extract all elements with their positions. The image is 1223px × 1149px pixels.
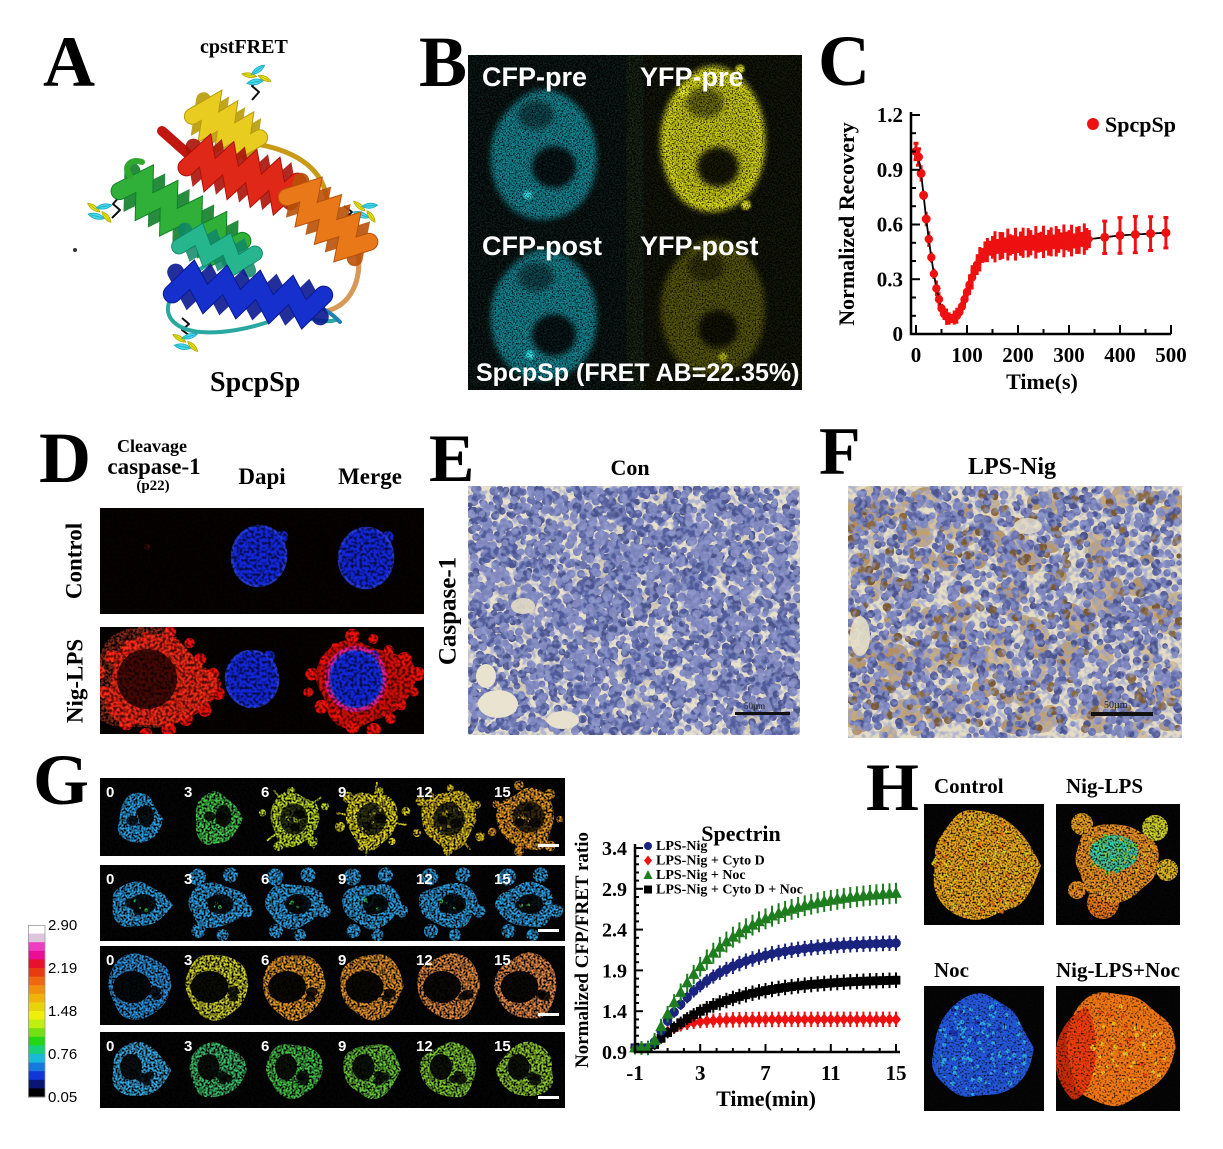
svg-text:YFP-post: YFP-post bbox=[640, 231, 759, 261]
svg-text:YFP-pre: YFP-pre bbox=[640, 62, 744, 92]
svg-text:CFP-post: CFP-post bbox=[482, 231, 602, 261]
svg-text:SpcpSp (FRET AB=22.35%): SpcpSp (FRET AB=22.35%) bbox=[476, 359, 799, 387]
svg-text:0: 0 bbox=[911, 343, 922, 367]
svg-text:CFP-pre: CFP-pre bbox=[482, 62, 587, 92]
svg-text:1.2: 1.2 bbox=[877, 103, 903, 127]
svg-text:50µm: 50µm bbox=[744, 701, 765, 711]
svg-text:0.9: 0.9 bbox=[877, 158, 903, 182]
svg-text:0.6: 0.6 bbox=[877, 213, 903, 237]
svg-text:0.3: 0.3 bbox=[877, 267, 903, 291]
svg-text:200: 200 bbox=[1002, 343, 1034, 367]
svg-text:300: 300 bbox=[1053, 343, 1085, 367]
svg-text:500: 500 bbox=[1155, 343, 1187, 367]
svg-text:100: 100 bbox=[951, 343, 983, 367]
svg-text:Time(s): Time(s) bbox=[1006, 369, 1078, 394]
svg-text:SpcpSp: SpcpSp bbox=[1105, 112, 1176, 137]
svg-text:0: 0 bbox=[893, 322, 904, 346]
svg-text:400: 400 bbox=[1104, 343, 1136, 367]
svg-text:Normalized Recovery: Normalized Recovery bbox=[834, 122, 859, 325]
